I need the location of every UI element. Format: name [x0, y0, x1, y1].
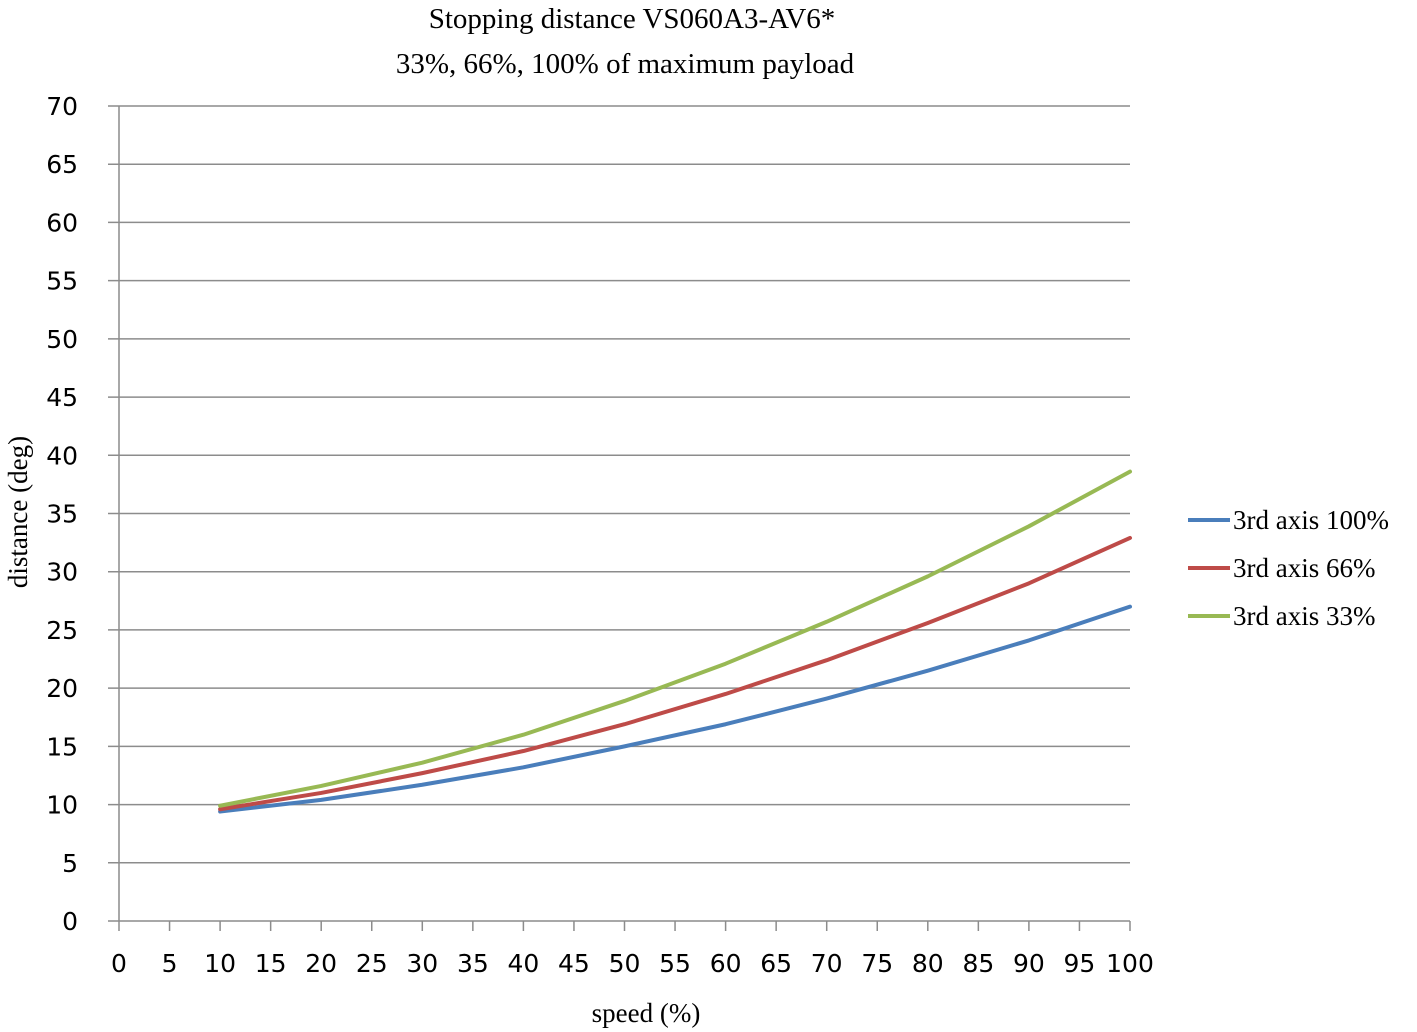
x-tick-label: 70 [811, 949, 843, 978]
x-tick-label: 80 [912, 949, 944, 978]
x-tick-label: 20 [305, 949, 337, 978]
x-tick-labels: 0 5 10 15 20 25 30 35 40 45 50 55 60 65 70 75 80 85 90 95 10… [111, 949, 1154, 978]
y-tick-label: 25 [46, 616, 78, 645]
x-tick-label: 35 [457, 949, 489, 978]
y-tick-label: 45 [46, 383, 78, 412]
x-tick-label: 85 [962, 949, 994, 978]
x-tick-label: 100 [1106, 949, 1154, 978]
y-tick-label: 70 [46, 92, 78, 121]
series-line-2 [218, 469, 1132, 808]
x-tick-label: 30 [406, 949, 438, 978]
x-tick-label: 45 [558, 949, 590, 978]
axes [108, 106, 1131, 931]
x-tick-label: 40 [507, 949, 539, 978]
y-tick-label: 0 [62, 907, 78, 936]
legend-label: 3rd axis 33% [1233, 601, 1375, 631]
x-tick-label: 60 [710, 949, 742, 978]
legend: 3rd axis 100% 3rd axis 66% 3rd axis 33% [1188, 505, 1389, 631]
x-tick-label: 75 [861, 949, 893, 978]
x-tick-label: 95 [1064, 949, 1096, 978]
y-tick-label: 30 [46, 558, 78, 587]
x-tick-label: 65 [760, 949, 792, 978]
y-tick-labels: 0 5 10 15 20 25 30 35 40 45 50 55 60 65 70 [46, 92, 78, 936]
gridlines [108, 105, 1130, 864]
x-tick-label: 15 [255, 949, 287, 978]
y-tick-label: 55 [46, 267, 78, 296]
y-axis-label: distance (deg) [3, 436, 33, 588]
x-tick-label: 0 [111, 949, 127, 978]
series-lines [218, 469, 1132, 814]
y-tick-label: 50 [46, 325, 78, 354]
x-tick-label: 10 [204, 949, 236, 978]
y-tick-label: 5 [62, 849, 78, 878]
x-tick-label: 25 [356, 949, 388, 978]
y-tick-label: 20 [46, 674, 78, 703]
chart-subtitle: 33%, 66%, 100% of maximum payload [396, 48, 855, 80]
y-tick-label: 15 [46, 732, 78, 761]
y-tick-label: 35 [46, 500, 78, 529]
legend-label: 3rd axis 66% [1233, 553, 1375, 583]
y-tick-label: 65 [46, 150, 78, 179]
x-axis-label: speed (%) [592, 998, 701, 1028]
x-tick-label: 50 [609, 949, 641, 978]
y-tick-label: 60 [46, 208, 78, 237]
x-tick-label: 55 [659, 949, 691, 978]
y-tick-label: 10 [46, 791, 78, 820]
series-line-0 [218, 604, 1132, 814]
y-tick-label: 40 [46, 441, 78, 470]
legend-label: 3rd axis 100% [1233, 505, 1389, 535]
x-tick-label: 90 [1013, 949, 1045, 978]
chart-title: Stopping distance VS060A3-AV6* [429, 3, 836, 35]
x-tick-label: 5 [162, 949, 178, 978]
series-line-1 [218, 535, 1132, 812]
